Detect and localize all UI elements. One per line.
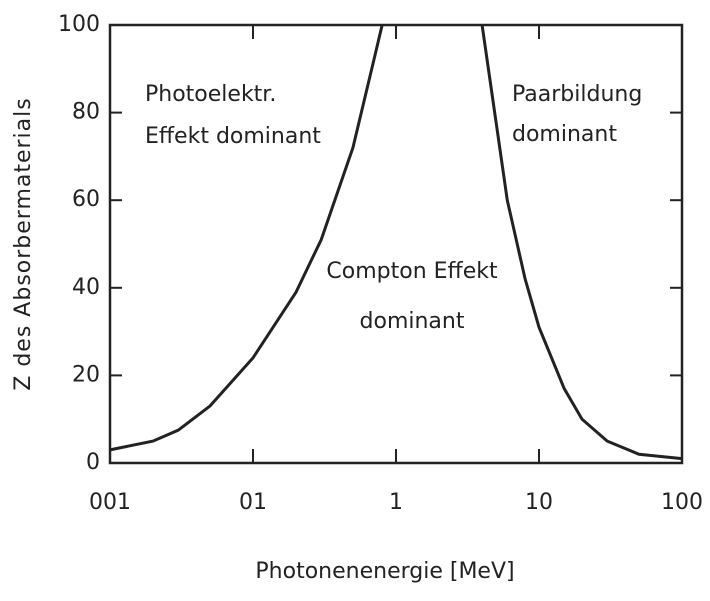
annotation: dominant [360,309,465,334]
annotation: Paarbildung [512,82,642,107]
annotation: dominant [512,122,617,147]
y-tick-label: 60 [72,187,100,212]
annotation: Photoelektr. [145,82,276,107]
x-tick-label: 01 [239,490,267,515]
y-tick-label: 40 [72,275,100,300]
y-tick-label: 100 [58,12,100,37]
y-tick-label: 80 [72,100,100,125]
curve [109,24,384,452]
x-tick-label: 10 [525,490,553,515]
y-axis-label: Z des Absorbermaterials [11,97,36,390]
curve [480,24,683,461]
annotation: Effekt dominant [145,124,321,149]
x-tick-label: 100 [661,490,703,515]
x-axis-label: Photonenenergie [MeV] [255,559,514,584]
y-tick-label: 0 [86,450,100,475]
y-tick-label: 20 [72,362,100,387]
annotation: Compton Effekt [326,259,498,284]
x-tick-label: 001 [89,490,131,515]
x-tick-label: 1 [389,490,403,515]
